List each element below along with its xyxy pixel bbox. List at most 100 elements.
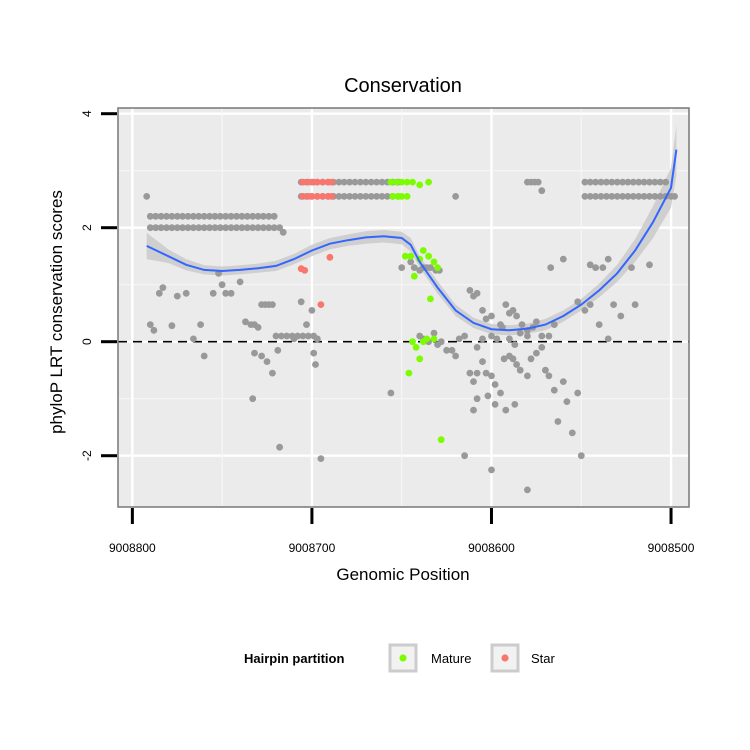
point-other [260, 212, 267, 220]
point-other [227, 289, 235, 297]
point-mature [389, 193, 397, 200]
point-other [190, 212, 197, 220]
point-other [184, 212, 192, 220]
point-other [407, 258, 415, 266]
point-other [263, 358, 271, 365]
point-other [190, 335, 197, 343]
point-other [513, 361, 520, 368]
point-other [592, 178, 599, 186]
point-other [265, 224, 273, 232]
plot-panel [118, 108, 689, 507]
x-tick-label: 9008700 [289, 541, 336, 555]
point-other [179, 224, 187, 232]
point-other [249, 224, 257, 232]
point-star [304, 178, 312, 186]
point-other [506, 335, 513, 343]
x-axis-label: Genomic Position [336, 565, 469, 584]
point-other [656, 178, 664, 186]
point-other [373, 193, 380, 200]
point-other [313, 335, 321, 343]
point-other [608, 193, 616, 200]
point-other [190, 224, 197, 232]
point-other [254, 324, 262, 331]
point-other [628, 264, 635, 271]
point-other [516, 329, 524, 337]
point-other [617, 312, 625, 320]
point-mature [434, 264, 441, 271]
point-other [146, 212, 154, 220]
point-other [265, 212, 273, 220]
point-other [335, 178, 343, 186]
point-other [367, 178, 375, 186]
point-mature [403, 193, 411, 200]
point-mature [392, 178, 400, 186]
point-other [461, 452, 468, 460]
point-other [303, 321, 310, 328]
chart-title: Conservation [344, 75, 462, 97]
point-other [308, 307, 316, 314]
point-other [362, 193, 370, 200]
point-other [278, 332, 285, 340]
point-other [466, 287, 474, 294]
point-other [586, 193, 594, 200]
point-other [290, 335, 298, 343]
point-other [168, 224, 176, 232]
point-mature [419, 247, 427, 254]
x-tick-label: 9008600 [468, 541, 515, 555]
point-other [482, 315, 490, 323]
point-other [195, 212, 203, 220]
point-mature [427, 295, 434, 303]
point-other [242, 318, 249, 326]
point-other [312, 361, 319, 368]
point-other [559, 378, 567, 385]
point-other [545, 372, 553, 380]
point-other [586, 301, 594, 308]
point-other [497, 389, 504, 397]
point-other [387, 389, 395, 397]
point-other [146, 321, 154, 328]
point-other [362, 178, 370, 186]
point-other [538, 332, 546, 340]
point-other [443, 346, 450, 354]
point-other [527, 355, 535, 363]
point-other [163, 212, 170, 220]
point-other [200, 352, 208, 360]
point-other [473, 289, 481, 297]
loess-fit-line [146, 149, 678, 332]
point-star [301, 267, 309, 274]
point-other [236, 278, 244, 286]
point-other [173, 224, 181, 232]
point-other [502, 301, 510, 308]
point-other [595, 321, 603, 328]
y-tick-label: 2 [80, 224, 94, 231]
point-other [592, 264, 599, 271]
point-other [491, 381, 499, 388]
point-other [533, 349, 540, 357]
point-other [218, 281, 226, 289]
point-other [581, 178, 589, 186]
point-other [335, 193, 343, 200]
x-tick-label: 9008800 [109, 541, 156, 555]
point-other [488, 372, 495, 380]
point-other [538, 344, 546, 351]
point-other [484, 392, 492, 400]
point-other [538, 187, 546, 195]
point-mature [412, 344, 420, 351]
point-other [159, 284, 167, 291]
point-other [346, 178, 353, 186]
point-other [511, 341, 519, 348]
point-other [610, 301, 617, 308]
point-other [168, 322, 176, 330]
data-points [143, 178, 678, 494]
point-other [545, 332, 553, 340]
point-other [452, 193, 459, 200]
point-other [150, 326, 158, 334]
point-other [233, 224, 240, 232]
point-other [448, 346, 456, 354]
point-other [351, 178, 359, 186]
point-other [604, 335, 612, 343]
point-other [249, 212, 257, 220]
point-other [461, 332, 468, 340]
point-other [479, 307, 486, 314]
smooth-line [146, 149, 678, 332]
